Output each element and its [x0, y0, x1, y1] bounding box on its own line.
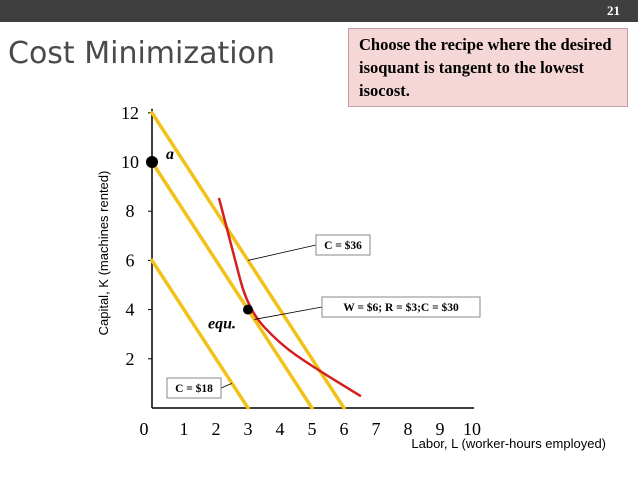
y-tick-label: 2 [126, 349, 135, 369]
isocost-line [150, 160, 314, 410]
chart-marks: C = $18 W = $6; R = $3;C = $30 C = $36 a equ… [146, 146, 481, 399]
isocost-line [150, 111, 346, 410]
top-bar: 21 [0, 0, 638, 22]
y-tick-label: 8 [126, 201, 135, 221]
label-leader-line [254, 306, 323, 320]
y-tick-label: 6 [126, 250, 135, 270]
callout-box: Choose the recipe where the desired isoq… [348, 28, 628, 107]
x-axis-label: Labor, L (worker-hours employed) [411, 436, 606, 451]
series-label: C = $18 [175, 382, 213, 395]
x-tick-label: 7 [372, 419, 381, 439]
y-tick-label: 4 [126, 300, 135, 320]
x-tick-label: 2 [212, 419, 221, 439]
x-tick-label: 10 [463, 419, 481, 439]
point-marker [243, 304, 253, 315]
y-tick-label: 10 [121, 152, 139, 172]
y-tick-label: 12 [121, 103, 139, 123]
label-leader-line [220, 383, 233, 389]
series-label-box [166, 377, 222, 399]
x-tick-label: 1 [180, 419, 189, 439]
page-title: Cost Minimization [8, 36, 275, 71]
x-tick-label: 6 [340, 419, 349, 439]
slide-number: 21 [607, 3, 620, 18]
x-tick-label: 3 [244, 419, 253, 439]
x-tick-label: 0 [140, 419, 149, 439]
label-leader-line [247, 244, 317, 261]
point-label: equ. [208, 316, 236, 333]
y-axis-label: Capital, K (machines rented) [96, 171, 111, 336]
x-tick-label: 5 [308, 419, 317, 439]
point-label: a [166, 146, 174, 163]
point-marker [146, 156, 158, 168]
series-label-box [321, 296, 481, 318]
x-tick-label: 4 [276, 419, 285, 439]
series-lines [150, 111, 362, 410]
series-label-box [315, 234, 371, 256]
x-tick-label: 8 [404, 419, 413, 439]
isoquant-curve [217, 197, 362, 397]
x-tick-label: 9 [436, 419, 445, 439]
series-label: C = $36 [324, 239, 362, 252]
series-label: W = $6; R = $3;C = $30 [343, 301, 459, 314]
